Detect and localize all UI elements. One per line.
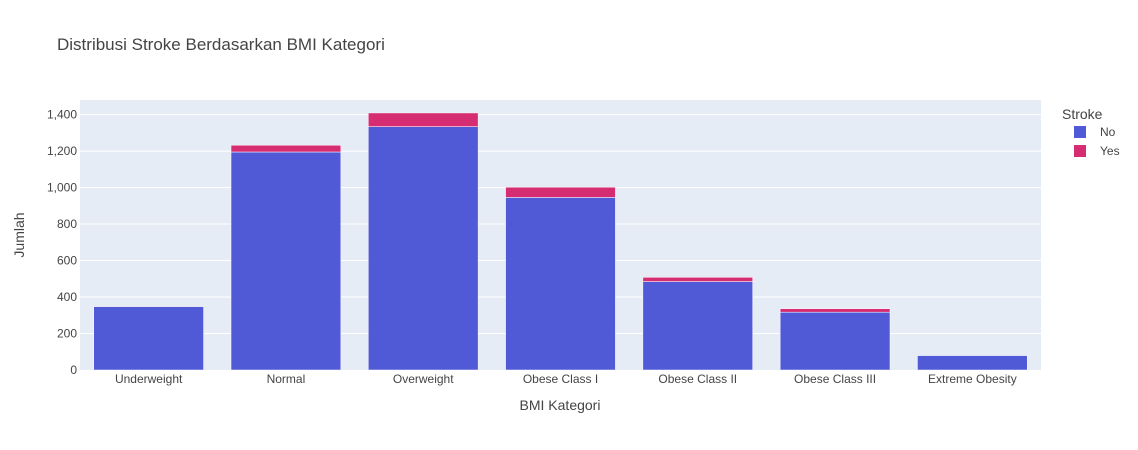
y-tick-label: 600 [57, 254, 77, 268]
bar-yes[interactable] [230, 144, 342, 153]
bar-no[interactable] [93, 306, 204, 371]
y-tick-label: 200 [57, 327, 77, 341]
bar-no[interactable] [917, 355, 1028, 371]
y-tick-labels: 0 200 400 600 800 1,000 1,200 1,400 [47, 108, 77, 377]
legend-label-no: No [1100, 125, 1116, 139]
y-tick-label: 0 [70, 363, 77, 377]
x-tick-label: Obese Class III [794, 372, 876, 386]
legend-label-yes: Yes [1100, 144, 1120, 158]
x-tick-labels: Underweight Normal Overweight Obese Class I… [115, 372, 1017, 386]
bar-no[interactable] [779, 311, 891, 371]
bar-yes[interactable] [368, 112, 479, 127]
bar-yes[interactable] [642, 277, 753, 282]
legend-swatch-no [1074, 126, 1086, 138]
y-tick-label: 800 [57, 217, 77, 231]
bar-yes[interactable] [505, 186, 616, 198]
bar-no[interactable] [642, 281, 753, 371]
legend[interactable]: Stroke No Yes [1062, 106, 1120, 158]
bar-no[interactable] [505, 197, 616, 371]
x-tick-label: Extreme Obesity [928, 372, 1017, 386]
y-tick-label: 1,400 [47, 108, 77, 122]
x-tick-label: Underweight [115, 372, 183, 386]
bar-yes[interactable] [779, 308, 891, 313]
chart-title: Distribusi Stroke Berdasarkan BMI Katego… [57, 35, 385, 54]
y-tick-label: 1,000 [47, 181, 77, 195]
x-tick-label: Obese Class I [523, 372, 598, 386]
x-tick-label: Obese Class II [658, 372, 737, 386]
bar-no[interactable] [230, 151, 342, 371]
y-axis-title: Jumlah [11, 212, 27, 257]
x-tick-label: Overweight [393, 372, 454, 386]
y-tick-label: 1,200 [47, 144, 77, 158]
y-tick-label: 400 [57, 290, 77, 304]
bars [93, 112, 1028, 371]
x-axis-title: BMI Kategori [520, 397, 601, 413]
bar-no[interactable] [368, 126, 479, 371]
legend-title: Stroke [1062, 106, 1103, 122]
x-tick-label: Normal [267, 372, 306, 386]
legend-swatch-yes [1074, 145, 1086, 157]
